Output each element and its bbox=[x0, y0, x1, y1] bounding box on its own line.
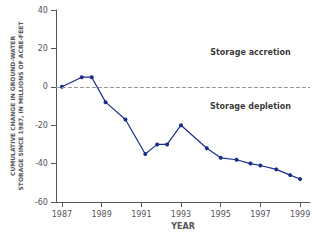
svg-text:20: 20 bbox=[38, 44, 48, 53]
svg-text:Storage accretion: Storage accretion bbox=[210, 48, 291, 57]
svg-text:-60: -60 bbox=[35, 198, 48, 207]
svg-text:40: 40 bbox=[38, 6, 48, 15]
svg-text:CUMULATIVE CHANGE IN GROUND-WA: CUMULATIVE CHANGE IN GROUND-WATER bbox=[9, 36, 16, 176]
svg-text:YEAR: YEAR bbox=[170, 222, 195, 231]
svg-text:0: 0 bbox=[43, 82, 48, 91]
svg-text:1999: 1999 bbox=[290, 210, 310, 219]
svg-text:STORAGE SINCE 1987, IN MILLION: STORAGE SINCE 1987, IN MILLIONS OF ACRE-… bbox=[17, 21, 24, 191]
svg-text:1995: 1995 bbox=[211, 210, 231, 219]
svg-text:1997: 1997 bbox=[250, 210, 270, 219]
svg-text:1987: 1987 bbox=[52, 210, 72, 219]
svg-text:1991: 1991 bbox=[131, 210, 151, 219]
svg-text:-20: -20 bbox=[35, 121, 48, 130]
svg-text:Storage depletion: Storage depletion bbox=[210, 102, 291, 111]
svg-text:1989: 1989 bbox=[91, 210, 111, 219]
svg-text:-40: -40 bbox=[35, 159, 48, 168]
svg-text:1993: 1993 bbox=[171, 210, 191, 219]
